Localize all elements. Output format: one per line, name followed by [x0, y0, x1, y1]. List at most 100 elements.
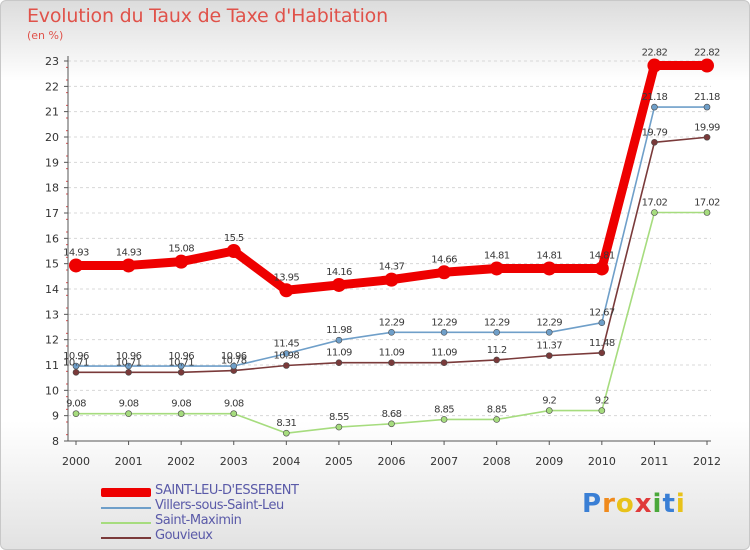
y-tick-label: 18 [45, 182, 59, 195]
y-tick-label: 12 [45, 334, 59, 347]
data-point [125, 410, 132, 417]
y-tick-label: 9 [52, 410, 59, 423]
data-point [335, 423, 343, 431]
data-label: 8.85 [434, 404, 454, 415]
data-label: 9.08 [119, 399, 139, 410]
data-point [174, 254, 189, 269]
chart-unit: (en %) [27, 29, 64, 42]
data-point [230, 362, 238, 370]
data-point [651, 139, 658, 146]
data-point [125, 369, 132, 376]
data-point [440, 416, 448, 423]
data-label: 15.5 [224, 233, 244, 244]
data-label: 8.68 [382, 409, 402, 420]
logo-letter: i [675, 489, 686, 519]
data-point [545, 407, 553, 414]
y-tick-label: 20 [45, 131, 59, 144]
x-tick-label: 2007 [430, 455, 458, 468]
data-point [283, 350, 290, 357]
x-tick-label: 2002 [167, 455, 195, 468]
data-point [493, 329, 500, 336]
data-label: 9.2 [542, 396, 556, 407]
data-point [647, 58, 662, 73]
data-label: 8.31 [276, 418, 296, 429]
data-label: 8.85 [487, 404, 507, 415]
data-point [651, 103, 658, 111]
data-label: 11.37 [536, 341, 562, 352]
legend-swatch [101, 488, 151, 497]
data-label: 12.29 [536, 317, 562, 328]
data-label: 11.48 [589, 338, 615, 349]
data-point [177, 410, 185, 417]
legend-label: Gouvieux [155, 528, 213, 543]
data-label: 14.81 [536, 250, 562, 261]
logo-letter: P [582, 489, 603, 519]
data-point [177, 362, 185, 370]
data-label: 14.37 [379, 262, 405, 273]
logo-letter: x [634, 489, 653, 519]
data-point [384, 272, 399, 287]
y-tick-label: 21 [45, 106, 59, 119]
data-label: 14.66 [431, 254, 457, 265]
data-label: 19.79 [642, 127, 668, 138]
legend-swatch [101, 537, 151, 539]
data-label: 12.29 [379, 317, 405, 328]
data-label: 12.29 [431, 317, 457, 328]
data-label: 11.09 [431, 348, 457, 359]
y-tick-label: 17 [45, 207, 59, 220]
data-point [545, 352, 553, 359]
data-label: 9.08 [224, 399, 244, 410]
y-tick-label: 19 [45, 156, 59, 169]
y-tick-label: 13 [45, 308, 59, 321]
data-label: 21.18 [694, 92, 720, 103]
data-label: 9.2 [595, 396, 609, 407]
x-tick-label: 2010 [588, 455, 616, 468]
data-label: 11.09 [326, 348, 352, 359]
data-label: 10.96 [221, 351, 247, 362]
y-tick-label: 11 [45, 359, 59, 372]
data-label: 10.96 [168, 351, 194, 362]
data-label: 15.08 [168, 244, 194, 255]
data-point [542, 261, 557, 276]
data-point [230, 410, 238, 417]
data-label: 22.82 [642, 48, 668, 59]
data-point [72, 369, 80, 376]
x-tick-label: 2000 [62, 455, 90, 468]
data-label: 14.81 [589, 250, 615, 261]
data-point [440, 329, 448, 336]
data-point [121, 258, 136, 273]
data-label: 12.29 [484, 317, 510, 328]
y-tick-label: 16 [45, 232, 59, 245]
data-label: 10.96 [116, 351, 142, 362]
x-tick-label: 2008 [483, 455, 511, 468]
data-label: 12.67 [589, 308, 615, 319]
data-point [594, 261, 609, 276]
data-point [283, 429, 290, 437]
data-point [651, 209, 658, 216]
proxiti-logo: Proxiti [582, 489, 686, 519]
data-point [125, 362, 132, 370]
x-tick-label: 2012 [693, 455, 721, 468]
data-point [335, 336, 343, 344]
logo-letter: i [652, 489, 663, 519]
data-label: 14.93 [116, 247, 142, 258]
data-label: 11.45 [274, 339, 300, 350]
data-point [545, 329, 553, 336]
x-tick-label: 2003 [220, 455, 248, 468]
data-label: 17.02 [642, 197, 668, 208]
data-point [700, 58, 714, 73]
chart-title: Evolution du Taux de Taxe d'Habitation [27, 5, 388, 27]
data-label: 13.95 [274, 272, 300, 283]
data-label: 11.09 [379, 348, 405, 359]
legend-label: Saint-Maximin [155, 513, 242, 528]
data-label: 10.98 [274, 351, 300, 362]
data-point [437, 265, 452, 280]
data-point [331, 277, 346, 292]
data-label: 10.71 [116, 357, 142, 368]
data-label: 10.96 [63, 351, 89, 362]
data-label: 14.81 [484, 250, 510, 261]
y-tick-label: 15 [45, 258, 59, 271]
logo-letter: t [662, 489, 676, 519]
x-tick-label: 2001 [115, 455, 143, 468]
